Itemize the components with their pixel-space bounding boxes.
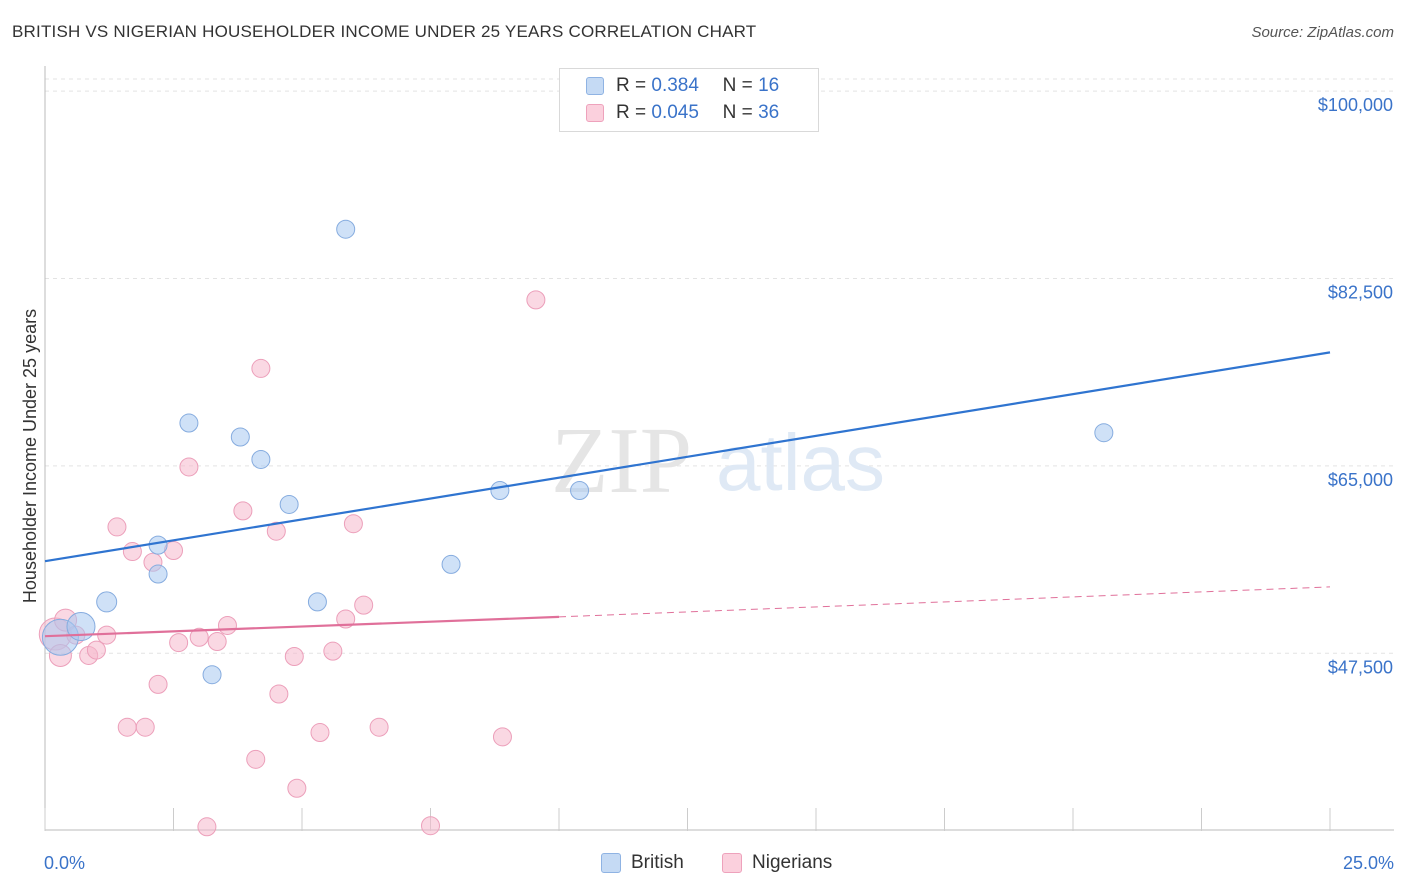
nigerians-point: [217, 615, 237, 635]
nigerians-point: [169, 633, 189, 653]
nigerians-point: [336, 609, 356, 629]
british-point: [279, 494, 299, 514]
watermark-zip: ZIP: [551, 409, 692, 513]
stats-row-nigerians: R = 0.045 N = 36: [586, 101, 779, 125]
chart-title: BRITISH VS NIGERIAN HOUSEHOLDER INCOME U…: [12, 22, 757, 41]
y-tick-label: $47,500: [1328, 657, 1393, 677]
nigerians-trend-line: [44, 615, 560, 638]
nigerians-point: [179, 457, 199, 477]
nigerians-point: [343, 514, 363, 534]
british-point: [1094, 423, 1114, 443]
nigerians-legend-swatch: [722, 853, 742, 873]
nigerians-r-value: 0.045: [651, 102, 699, 123]
nigerians-point: [107, 517, 127, 537]
british-point: [490, 481, 510, 501]
nigerians-point: [287, 778, 307, 798]
x-axis-min-label: 0.0%: [44, 853, 86, 873]
british-point: [66, 612, 96, 642]
series-legend: British Nigerians: [0, 852, 1406, 876]
nigerians-point: [310, 723, 330, 743]
legend-label-british: British: [631, 852, 684, 873]
nigerians-point: [135, 717, 155, 737]
nigerians-point: [354, 595, 374, 615]
nigerians-point: [284, 647, 304, 667]
stats-legend: R = 0.384 N = 16 R = 0.045 N = 36: [559, 68, 819, 132]
nigerians-point: [233, 501, 253, 521]
nigerians-point: [369, 717, 389, 737]
nigerians-point: [207, 632, 227, 652]
nigerians-point: [197, 817, 217, 837]
y-tick-label: $65,000: [1328, 470, 1393, 490]
watermark-atlas: atlas: [716, 418, 885, 507]
british-point: [179, 413, 199, 433]
nigerians-point: [246, 749, 266, 769]
british-point: [202, 665, 222, 685]
nigerians-point: [492, 727, 512, 747]
british-point: [148, 564, 168, 584]
nigerians-point: [86, 640, 106, 660]
british-n-value: 16: [758, 75, 780, 96]
y-axis-label: Householder Income Under 25 years: [20, 309, 40, 603]
nigerians-point: [189, 627, 209, 647]
nigerians-n-value: 36: [758, 102, 780, 123]
british-point: [96, 591, 118, 613]
nigerians-point: [117, 717, 137, 737]
british-point: [251, 449, 271, 469]
stats-row-british: R = 0.384 N = 16: [586, 74, 779, 98]
nigerians-point: [266, 521, 286, 541]
nigerians-point: [251, 358, 271, 378]
nigerians-swatch: [586, 104, 604, 122]
legend-item-british[interactable]: British: [601, 852, 684, 874]
british-point: [570, 481, 590, 501]
y-tick-label: $82,500: [1328, 282, 1393, 302]
british-point: [148, 535, 168, 555]
legend-item-nigerians[interactable]: Nigerians: [722, 852, 832, 874]
british-point: [336, 219, 356, 239]
y-tick-label: $100,000: [1318, 95, 1393, 115]
british-legend-swatch: [601, 853, 621, 873]
nigerians-point: [269, 684, 289, 704]
nigerians-point: [148, 674, 168, 694]
british-point: [307, 592, 327, 612]
british-r-value: 0.384: [651, 75, 699, 96]
nigerians-point: [323, 641, 343, 661]
british-point: [230, 427, 250, 447]
nigerians-point: [526, 290, 546, 310]
british-point: [441, 554, 461, 574]
x-axis-max-label: 25.0%: [1342, 853, 1394, 873]
nigerians-point: [421, 816, 440, 836]
source-label: Source: ZipAtlas.com: [1251, 24, 1394, 41]
legend-label-nigerians: Nigerians: [752, 852, 833, 873]
nigerians-trend-extension: [558, 586, 1331, 618]
british-trend-line: [44, 351, 1331, 563]
british-swatch: [586, 77, 604, 95]
